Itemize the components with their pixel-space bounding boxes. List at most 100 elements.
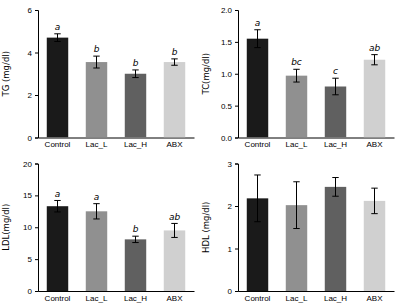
x-tick-label: Control (245, 140, 271, 149)
x-tick: Control (245, 140, 271, 149)
y-tick-mark (235, 206, 238, 207)
error-bar-cap (93, 203, 99, 204)
y-tick-mark (35, 195, 38, 196)
significance-letter: c (333, 66, 338, 76)
error-bar (371, 55, 377, 65)
error-bar (332, 78, 338, 95)
error-bar-stem (57, 34, 58, 42)
significance-letter: b (133, 224, 139, 234)
x-tick: Control (45, 140, 71, 149)
significance-letter: b (94, 44, 100, 54)
panel: 05101520ControlLac_LLac_HABXLDL(mg/dl)aa… (1, 160, 195, 303)
error-bar-stem (135, 70, 136, 78)
error-bar (54, 34, 60, 42)
y-tick-mark (35, 227, 38, 228)
error-bar-cap (254, 29, 260, 30)
y-tick-mark (235, 249, 238, 250)
bar (164, 230, 185, 291)
error-bar-cap (332, 177, 338, 178)
error-bar-stem (257, 175, 258, 222)
bar (286, 76, 307, 138)
error-bar-stem (296, 69, 297, 82)
x-axis: Control Lac_L Lac_H ABX (39, 292, 195, 303)
bar (364, 60, 385, 138)
y-tick-mark (235, 291, 238, 292)
y-tick-label: 3 (228, 160, 233, 169)
significance-letter: bc (291, 57, 302, 67)
error-bar-cap (293, 181, 299, 182)
x-tick-label: ABX (166, 294, 183, 303)
significance-letter: b (172, 47, 178, 57)
bar (125, 239, 146, 291)
error-bar-stem (57, 200, 58, 211)
y-tick-label: 15 (23, 191, 32, 200)
x-axis: ControlLac_LLac_HABX (239, 138, 395, 149)
error-bar (93, 56, 99, 68)
bar (86, 62, 107, 137)
x-tick: ABX (366, 294, 383, 303)
error-bar-cap (371, 54, 377, 55)
y-tick: 10 (23, 223, 38, 232)
y-tick: 1.5 (221, 38, 238, 47)
y-tick-mark (35, 164, 38, 165)
panel: 0246ControlLac_LLac_HABXTG (mg/dl)abbb (1, 6, 195, 149)
y-axis-line (35, 164, 39, 292)
y-axis: 0246 (28, 6, 39, 143)
panel: 0.00.51.01.52.0ControlLac_LLac_HABXTC(mg… (201, 6, 395, 149)
x-tick: Control (245, 294, 271, 303)
y-tick: 2.0 (221, 6, 238, 15)
error-bar-cap (171, 237, 177, 238)
x-tick: ABX (166, 140, 183, 149)
error-bar-stem (257, 30, 258, 48)
y-tick-mark (35, 138, 38, 139)
significance-letter: ab (169, 212, 181, 222)
error-bar-cap (171, 65, 177, 66)
x-tick-label: ABX (166, 140, 183, 149)
x-tick: Lac_H (124, 294, 147, 303)
error-bar-cap (132, 242, 138, 243)
bar (164, 62, 185, 137)
y-tick-label: 20 (23, 160, 32, 169)
y-tick-label: 0.0 (221, 134, 233, 143)
y-tick: 15 (23, 191, 38, 200)
x-tick-label: Lac_L (286, 140, 308, 149)
x-tick-label: Lac_L (86, 294, 108, 303)
x-tick: Lac_H (124, 140, 147, 149)
x-tick: Lac_L (286, 294, 308, 303)
y-tick-mark (35, 10, 38, 11)
error-bar (254, 175, 260, 222)
y-tick: 0 (28, 134, 38, 143)
bar (47, 38, 68, 138)
error-bar-cap (332, 78, 338, 79)
y-tick-label: 1.0 (221, 70, 233, 79)
y-tick: 5 (28, 255, 38, 264)
error-bar-cap (93, 68, 99, 69)
x-tick: ABX (166, 294, 183, 303)
error-bar-cap (132, 69, 138, 70)
error-bar-cap (54, 41, 60, 42)
x-tick-label: Lac_L (286, 294, 308, 303)
x-tick-label: Lac_H (324, 140, 347, 149)
y-tick: 0.0 (221, 134, 238, 143)
significance-letter: ab (369, 43, 381, 53)
error-bar-stem (335, 178, 336, 197)
significance-letter: a (255, 18, 261, 28)
y-axis: 05101520 (23, 160, 38, 297)
error-bar-cap (171, 223, 177, 224)
x-tick-label: Control (45, 294, 71, 303)
y-tick-label: 2 (228, 202, 233, 211)
error-bar (293, 69, 299, 82)
y-tick: 2 (28, 91, 38, 100)
x-tick: Lac_L (86, 294, 108, 303)
error-bar (171, 223, 177, 237)
y-tick-mark (35, 53, 38, 54)
y-tick-label: 2.0 (221, 6, 233, 15)
x-tick-label: Lac_H (124, 294, 147, 303)
y-axis: 0.00.51.01.52.0 (221, 6, 239, 143)
y-axis-line (235, 11, 239, 139)
x-tick: Lac_H (324, 294, 347, 303)
bar (125, 74, 146, 138)
chart: 0246ControlLac_LLac_HABXTG (mg/dl)abbb0.… (0, 0, 400, 307)
y-axis-title: HDL (mg/dl) (201, 202, 211, 253)
error-bar-cap (293, 82, 299, 83)
